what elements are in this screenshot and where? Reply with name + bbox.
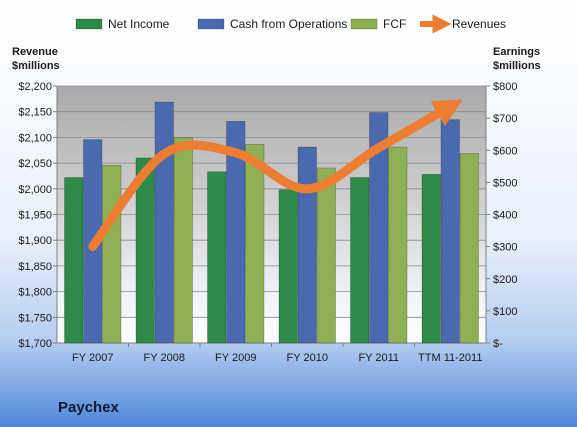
revenue-line <box>88 99 463 251</box>
x-tick-label: FY 2009 <box>215 352 256 364</box>
right-tick-label: $100 <box>493 306 517 318</box>
bar-net-income <box>421 174 441 344</box>
right-tick-label: $200 <box>493 274 517 286</box>
left-tick-label: $1,950 <box>18 210 52 222</box>
x-tick-label: FY 2008 <box>144 352 185 364</box>
x-tick-label: FY 2011 <box>358 352 399 364</box>
left-tick-label: $2,100 <box>18 132 52 144</box>
legend-swatch <box>350 18 378 30</box>
left-tick-label: $1,850 <box>18 261 52 273</box>
left-axis: $1,700 $1,750 $1,800 $1,850 $1,900 $1,950 $2,0… <box>18 81 57 350</box>
bar-fcf <box>102 165 122 344</box>
legend: Net Income Cash from Operations FCF Revenue… <box>75 14 506 34</box>
company-name: Paychex <box>58 399 120 416</box>
left-tick-label: $2,050 <box>18 158 52 170</box>
bar-cash-from-operations <box>226 121 246 344</box>
left-axis-title-line2: $millions <box>12 60 60 72</box>
right-axis: $- $100 $200 $300 $400 $500 $600 $700 $800 <box>486 81 517 350</box>
bar-series <box>64 101 479 344</box>
bar-cash-from-operations <box>297 146 317 344</box>
legend-label: FCF <box>383 17 406 31</box>
legend-label: Net Income <box>108 17 170 31</box>
bar-fcf <box>316 167 336 344</box>
legend-swatch <box>197 18 225 30</box>
bar-fcf <box>245 144 265 344</box>
x-tick-label: TTM 11-2011 <box>418 352 482 364</box>
bar-fcf <box>173 137 193 344</box>
legend-label: Cash from Operations <box>230 17 347 31</box>
bar-net-income <box>64 177 84 344</box>
right-tick-label: $- <box>493 338 503 350</box>
left-tick-label: $1,700 <box>18 338 52 350</box>
revenue-line-path <box>88 99 463 251</box>
right-tick-label: $500 <box>493 177 517 189</box>
bar-net-income <box>135 157 155 344</box>
bar-net-income <box>207 171 227 344</box>
bar-net-income <box>278 189 298 344</box>
left-tick-label: $2,150 <box>18 107 52 119</box>
left-tick-label: $1,900 <box>18 235 52 247</box>
left-axis-title-line1: Revenue <box>12 46 58 58</box>
right-tick-label: $400 <box>493 210 517 222</box>
left-tick-label: $2,000 <box>18 184 52 196</box>
x-tick-label: FY 2007 <box>72 352 113 364</box>
right-axis-title-line2: $millions <box>493 60 541 72</box>
bar-fcf <box>459 153 479 344</box>
right-axis-title-line1: Earnings <box>493 46 540 58</box>
x-tick-label: FY 2010 <box>287 352 328 364</box>
legend-swatch <box>75 18 103 30</box>
legend-label: Revenues <box>452 17 506 31</box>
right-tick-label: $800 <box>493 81 517 93</box>
bar-fcf <box>388 146 408 344</box>
right-tick-label: $300 <box>493 242 517 254</box>
bar-net-income <box>350 177 370 344</box>
left-tick-label: $2,200 <box>18 81 52 93</box>
x-axis: FY 2007 FY 2008 FY 2009 FY 2010 FY 2011 TTM 1… <box>72 343 482 364</box>
right-tick-label: $700 <box>493 113 517 125</box>
bar-cash-from-operations <box>369 112 389 344</box>
left-tick-label: $1,750 <box>18 312 52 324</box>
right-tick-label: $600 <box>493 145 517 157</box>
left-tick-label: $1,800 <box>18 287 52 299</box>
bar-cash-from-operations <box>440 119 460 344</box>
bar-cash-from-operations <box>154 101 174 344</box>
